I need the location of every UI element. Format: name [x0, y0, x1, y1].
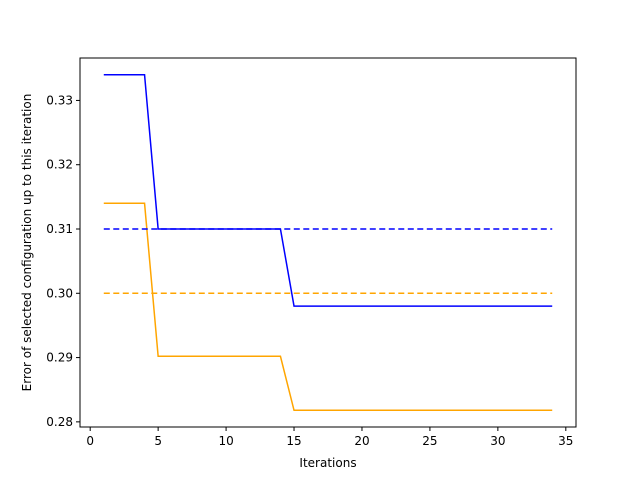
x-tick-label: 25: [422, 434, 437, 448]
y-tick-label: 0.31: [46, 222, 73, 236]
series-layer: [103, 73, 553, 412]
x-tick-label: 35: [558, 434, 573, 448]
x-axis-label: Iterations: [299, 456, 356, 470]
y-tick-label: 0.29: [46, 351, 73, 365]
x-tick-label: 5: [154, 434, 162, 448]
series-line-1: [103, 73, 553, 307]
x-tick-label: 15: [286, 434, 301, 448]
y-tick-label: 0.28: [46, 415, 73, 429]
x-tick-label: 0: [86, 434, 94, 448]
x-tick-label: 10: [218, 434, 233, 448]
x-axis-ticks: 0 5 10 15 20 25 30 35: [86, 427, 573, 448]
plot-frame: [79, 57, 577, 428]
x-tick-label: 20: [354, 434, 369, 448]
y-tick-label: 0.30: [46, 286, 73, 300]
y-axis-ticks: 0.28 0.29 0.30 0.31 0.32 0.33: [46, 93, 80, 429]
y-axis-label: Error of selected configuration up to th…: [20, 94, 34, 392]
series-line-2: [103, 202, 553, 412]
x-tick-label: 30: [490, 434, 505, 448]
y-tick-label: 0.33: [46, 93, 73, 107]
y-tick-label: 0.32: [46, 158, 73, 172]
